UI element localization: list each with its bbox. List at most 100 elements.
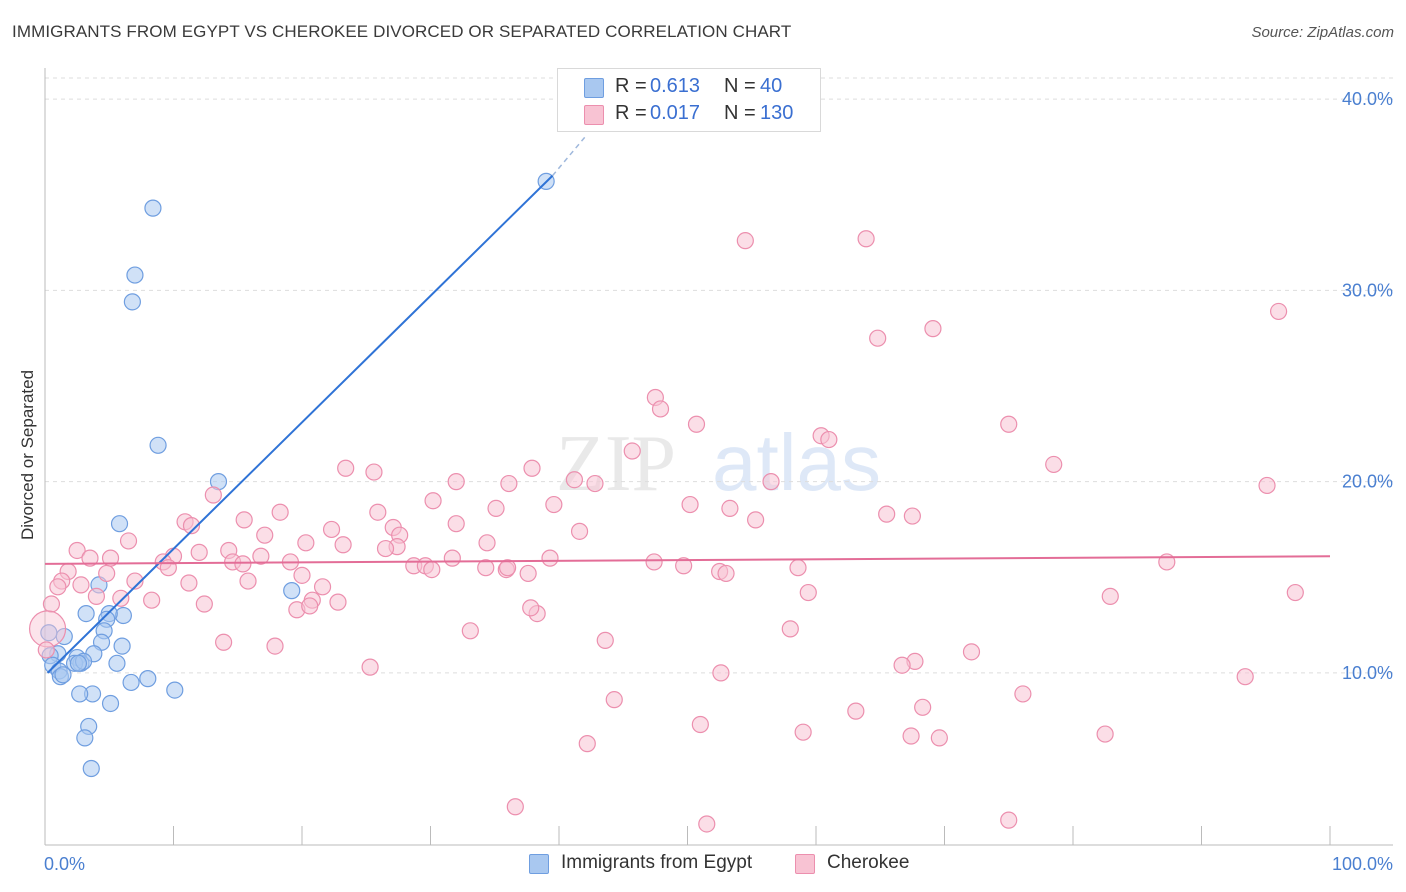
cherokee-point xyxy=(1258,476,1276,495)
cherokee-point xyxy=(578,735,596,753)
cherokee-point xyxy=(365,463,383,481)
legend-n-value: 40 xyxy=(760,75,783,97)
cherokee-point xyxy=(893,656,911,674)
egypt-point xyxy=(122,673,140,692)
y-axis-label: Divorced or Separated xyxy=(18,370,37,540)
source-credit: Source: ZipAtlas.com xyxy=(1251,24,1394,41)
y-tick-label: 10.0% xyxy=(1342,663,1393,683)
legend-n-label: N = xyxy=(724,75,756,97)
cherokee-point xyxy=(195,595,213,613)
y-tick-label: 40.0% xyxy=(1342,89,1393,109)
cherokee-point xyxy=(869,329,887,347)
cherokee-point xyxy=(857,230,875,248)
axes: 10.0% 20.0% 30.0% 40.0% xyxy=(44,68,1393,846)
legend-r-label: R = xyxy=(615,102,647,124)
cherokee-point xyxy=(903,507,921,525)
cherokee-point xyxy=(717,564,735,583)
cherokee-point xyxy=(645,553,663,571)
cherokee-point xyxy=(478,534,496,552)
cherokee-point xyxy=(334,536,352,554)
cherokee-point xyxy=(266,637,284,655)
cherokee-point xyxy=(447,515,465,533)
cherokee-point xyxy=(789,559,807,577)
cherokee-point xyxy=(799,583,817,602)
cherokee-point xyxy=(87,587,106,605)
cherokee-point xyxy=(794,723,812,741)
cherokee-point xyxy=(1000,415,1018,433)
legend-swatch-cherokee xyxy=(584,105,604,125)
correlation-legend: R = 0.613 N = 40 R = 0.017 N = 130 xyxy=(557,68,821,132)
egypt-point xyxy=(71,685,89,703)
bottom-legend-label-cherokee: Cherokee xyxy=(827,852,910,873)
cherokee-point xyxy=(477,559,495,577)
cherokee-point xyxy=(586,474,604,493)
cherokee-point xyxy=(1269,302,1288,321)
bottom-legend-label-egypt: Immigrants from Egypt xyxy=(561,852,753,873)
cherokee-point xyxy=(204,486,222,504)
cherokee-point xyxy=(423,560,441,579)
cherokee-point xyxy=(687,415,706,433)
cherokee-point xyxy=(361,658,379,676)
cherokee-point xyxy=(762,473,780,491)
egypt-point xyxy=(283,582,301,600)
cherokee-point xyxy=(322,520,341,539)
cherokee-point xyxy=(1045,455,1063,474)
egypt-point xyxy=(123,293,141,311)
cherokee-point xyxy=(1096,725,1114,743)
cherokee-point xyxy=(924,320,942,338)
egypt-point xyxy=(76,729,94,747)
cherokee-point xyxy=(190,543,208,561)
cherokee-point xyxy=(143,591,161,609)
cherokee-point xyxy=(337,459,355,477)
cherokee-point xyxy=(297,534,315,552)
cherokee-point xyxy=(256,526,274,544)
cherokee-point xyxy=(1014,685,1032,703)
egypt-point xyxy=(69,654,88,672)
cherokee-point xyxy=(443,549,461,567)
cherokee-point xyxy=(487,499,505,517)
cherokee-point xyxy=(49,578,67,596)
egypt-point xyxy=(54,666,72,684)
egypt-point xyxy=(166,681,184,699)
cherokee-point xyxy=(424,492,442,510)
cherokee-point xyxy=(313,578,332,596)
cherokee-point xyxy=(914,698,932,716)
cherokee-point xyxy=(369,503,387,521)
legend-r-label: R = xyxy=(615,75,647,97)
cherokee-point xyxy=(180,574,198,592)
cherokee-point xyxy=(239,572,257,590)
cherokee-point xyxy=(962,643,981,661)
cherokee-point xyxy=(545,495,563,514)
cherokee-point xyxy=(447,473,465,491)
cherokee-point xyxy=(506,798,524,816)
cherokee-point xyxy=(681,495,699,514)
legend-swatch-egypt xyxy=(584,78,604,98)
egypt-point xyxy=(101,694,120,713)
cherokee-point xyxy=(1101,587,1119,605)
watermark-zip: ZIP xyxy=(556,420,676,508)
cherokee-point xyxy=(847,702,865,720)
cherokee-point xyxy=(68,541,86,560)
legend-r-value: 0.017 xyxy=(650,102,701,124)
chart-title: IMMIGRANTS FROM EGYPT VS CHEROKEE DIVORC… xyxy=(12,22,792,41)
egypt-point xyxy=(108,654,126,672)
bottom-legend-swatch-cherokee xyxy=(795,854,815,874)
cherokee-point xyxy=(329,593,347,611)
cherokee-point xyxy=(215,633,233,651)
cherokee-point xyxy=(1236,668,1254,686)
egypt-point xyxy=(77,604,95,623)
watermark-atlas: atlas xyxy=(712,418,881,507)
cherokee-point xyxy=(461,622,479,640)
cherokee-point xyxy=(930,729,948,747)
egypt-point xyxy=(149,436,167,454)
x-tick-label-right: 100.0% xyxy=(1332,854,1393,874)
trendlines xyxy=(44,136,1331,674)
cherokee-trendline xyxy=(44,555,1331,565)
cherokee-point xyxy=(712,664,730,682)
cherokee-point xyxy=(98,564,116,583)
cherokee-point xyxy=(519,564,537,583)
cherokee-point xyxy=(81,549,99,567)
legend-n-value: 130 xyxy=(760,102,794,124)
cherokee-point xyxy=(126,572,144,590)
